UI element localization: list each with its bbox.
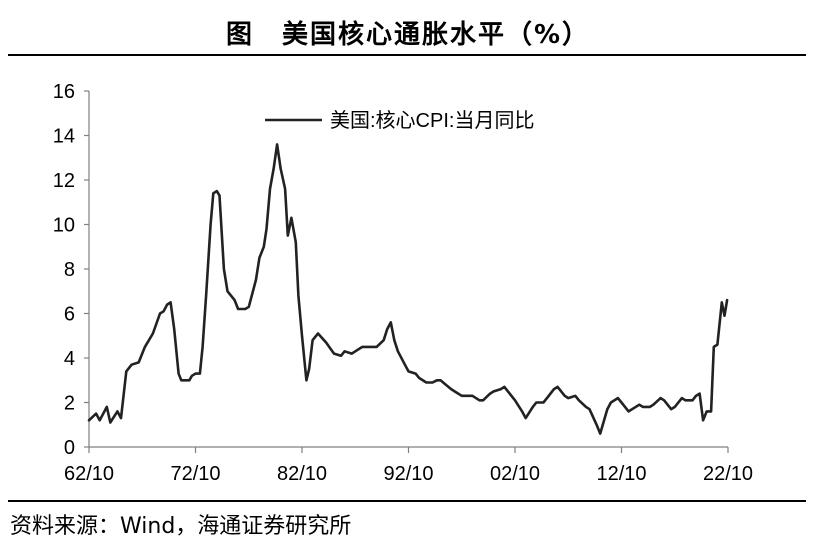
x-tick-label: 62/10: [64, 463, 114, 485]
y-axis: 0 2 4 6 8 10 12 14 16: [53, 81, 90, 459]
x-tick-label: 92/10: [383, 463, 433, 485]
y-tick-label: 10: [53, 215, 75, 237]
x-tick-label: 72/10: [170, 463, 220, 485]
y-tick-label: 12: [53, 170, 75, 192]
core-cpi-line-chart: 0 2 4 6 8 10 12 14 16 62/10 72/10 82/10 92/10 02/10 1…: [53, 81, 753, 485]
x-tick-label: 22/10: [703, 463, 753, 485]
x-tick-label: 12/10: [596, 463, 646, 485]
y-tick-label: 14: [53, 126, 75, 148]
source-note: 资料来源：Wind，海通证券研究所: [10, 514, 352, 539]
series-line-core-cpi: [87, 143, 729, 435]
legend-label: 美国:核心CPI:当月同比: [330, 109, 534, 132]
y-tick-label: 0: [64, 437, 75, 459]
x-tick-label: 82/10: [277, 463, 327, 485]
y-tick-label: 8: [64, 259, 75, 281]
x-tick-label: 02/10: [490, 463, 540, 485]
y-tick-label: 6: [64, 304, 75, 326]
y-tick-label: 4: [64, 348, 75, 370]
y-tick-label: 16: [53, 81, 75, 103]
legend: 美国:核心CPI:当月同比: [265, 109, 534, 132]
x-axis: 62/10 72/10 82/10 92/10 02/10 12/10 22/10: [64, 446, 753, 485]
series-layer: [87, 143, 729, 435]
bottom-rule: [8, 500, 806, 502]
figure-title: 图 美国核心通胀水平（%）: [225, 20, 591, 50]
y-tick-label: 2: [64, 393, 75, 415]
top-rule: [8, 54, 806, 56]
